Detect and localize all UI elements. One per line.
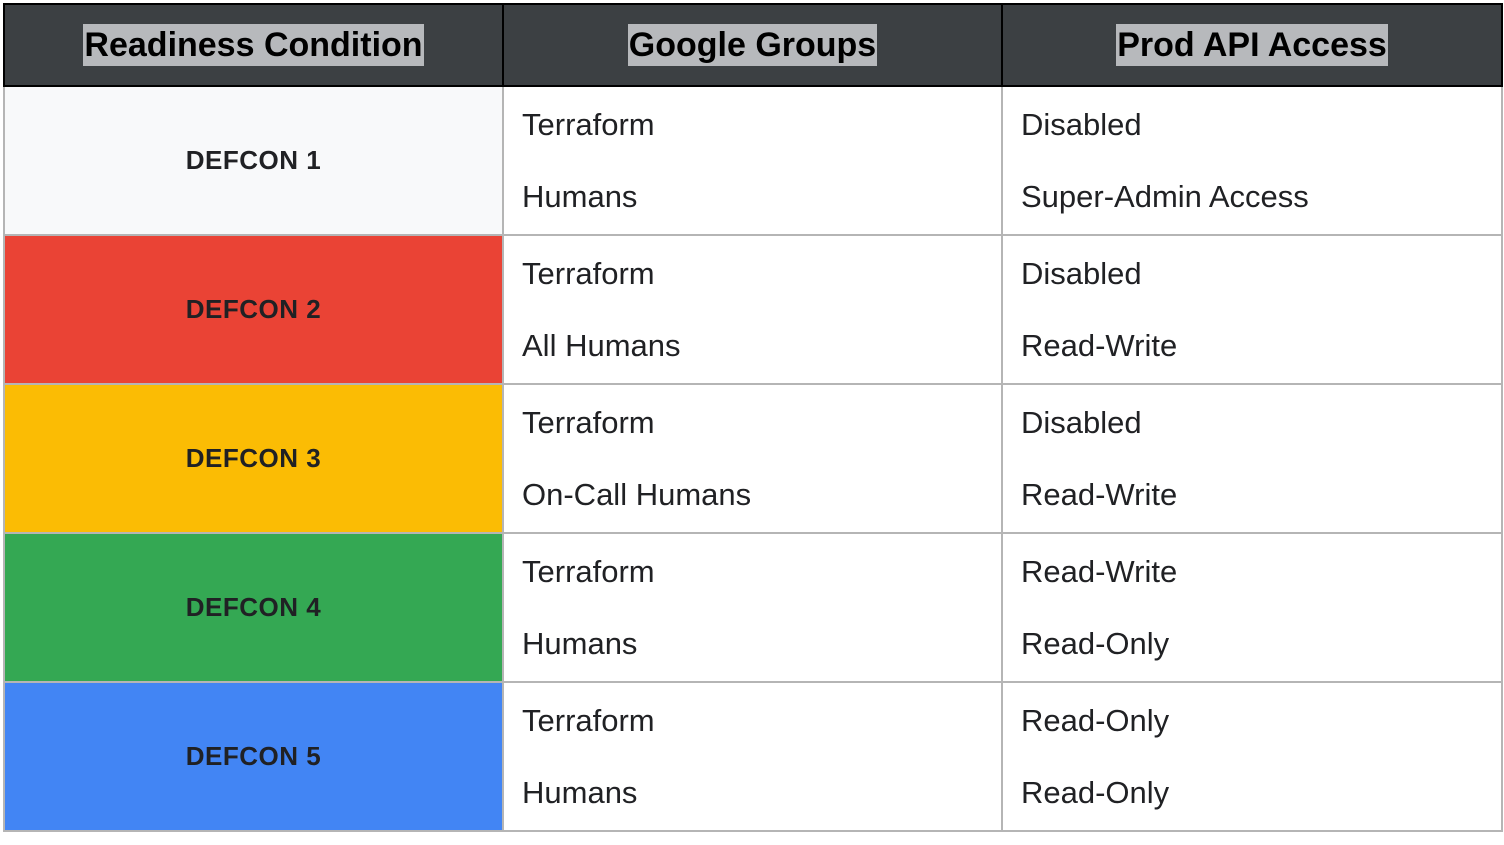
header-label: Prod API Access bbox=[1116, 23, 1388, 66]
header-readiness-condition: Readiness Condition bbox=[3, 3, 504, 87]
readiness-level-cell: DEFCON 1 bbox=[3, 85, 504, 236]
readiness-level-cell: DEFCON 4 bbox=[3, 532, 504, 683]
header-label: Readiness Condition bbox=[83, 23, 424, 66]
group-name: Humans bbox=[522, 775, 638, 810]
prod-api-access-cell: Disabled Read-Write bbox=[1001, 234, 1503, 385]
google-groups-cell: Terraform Humans bbox=[502, 532, 1003, 683]
header-row: Readiness Condition Google Groups Prod A… bbox=[3, 3, 1503, 87]
access-level: Disabled bbox=[1021, 107, 1142, 142]
access-level: Read-Write bbox=[1021, 477, 1178, 512]
group-name: Humans bbox=[522, 179, 638, 214]
group-name: Terraform bbox=[522, 256, 655, 291]
header-google-groups: Google Groups bbox=[502, 3, 1003, 87]
access-level: Super-Admin Access bbox=[1021, 179, 1309, 214]
google-groups-cell: Terraform On-Call Humans bbox=[502, 383, 1003, 534]
header-label: Google Groups bbox=[627, 23, 878, 66]
defcon-table-container: Readiness Condition Google Groups Prod A… bbox=[3, 3, 1503, 832]
prod-api-access-cell: Read-Write Read-Only bbox=[1001, 532, 1503, 683]
readiness-level-cell: DEFCON 5 bbox=[3, 681, 504, 832]
access-level: Read-Only bbox=[1021, 703, 1170, 738]
table-row: DEFCON 3 Terraform On-Call Humans Disabl… bbox=[3, 383, 1503, 534]
access-level: Read-Write bbox=[1021, 328, 1178, 363]
google-groups-cell: Terraform Humans bbox=[502, 85, 1003, 236]
access-level: Read-Write bbox=[1021, 554, 1178, 589]
table-row: DEFCON 4 Terraform Humans Read-Write Rea… bbox=[3, 532, 1503, 683]
table-row: DEFCON 2 Terraform All Humans Disabled R… bbox=[3, 234, 1503, 385]
access-level: Read-Only bbox=[1021, 626, 1170, 661]
header-prod-api-access: Prod API Access bbox=[1001, 3, 1503, 87]
group-name: On-Call Humans bbox=[522, 477, 752, 512]
defcon-table: Readiness Condition Google Groups Prod A… bbox=[3, 3, 1503, 832]
google-groups-cell: Terraform Humans bbox=[502, 681, 1003, 832]
readiness-level-cell: DEFCON 3 bbox=[3, 383, 504, 534]
group-name: All Humans bbox=[522, 328, 681, 363]
prod-api-access-cell: Read-Only Read-Only bbox=[1001, 681, 1503, 832]
group-name: Terraform bbox=[522, 405, 655, 440]
group-name: Terraform bbox=[522, 554, 655, 589]
access-level: Read-Only bbox=[1021, 775, 1170, 810]
prod-api-access-cell: Disabled Read-Write bbox=[1001, 383, 1503, 534]
prod-api-access-cell: Disabled Super-Admin Access bbox=[1001, 85, 1503, 236]
readiness-level-cell: DEFCON 2 bbox=[3, 234, 504, 385]
group-name: Humans bbox=[522, 626, 638, 661]
access-level: Disabled bbox=[1021, 256, 1142, 291]
table-row: DEFCON 1 Terraform Humans Disabled Super… bbox=[3, 85, 1503, 236]
access-level: Disabled bbox=[1021, 405, 1142, 440]
google-groups-cell: Terraform All Humans bbox=[502, 234, 1003, 385]
group-name: Terraform bbox=[522, 703, 655, 738]
group-name: Terraform bbox=[522, 107, 655, 142]
table-row: DEFCON 5 Terraform Humans Read-Only Read… bbox=[3, 681, 1503, 832]
